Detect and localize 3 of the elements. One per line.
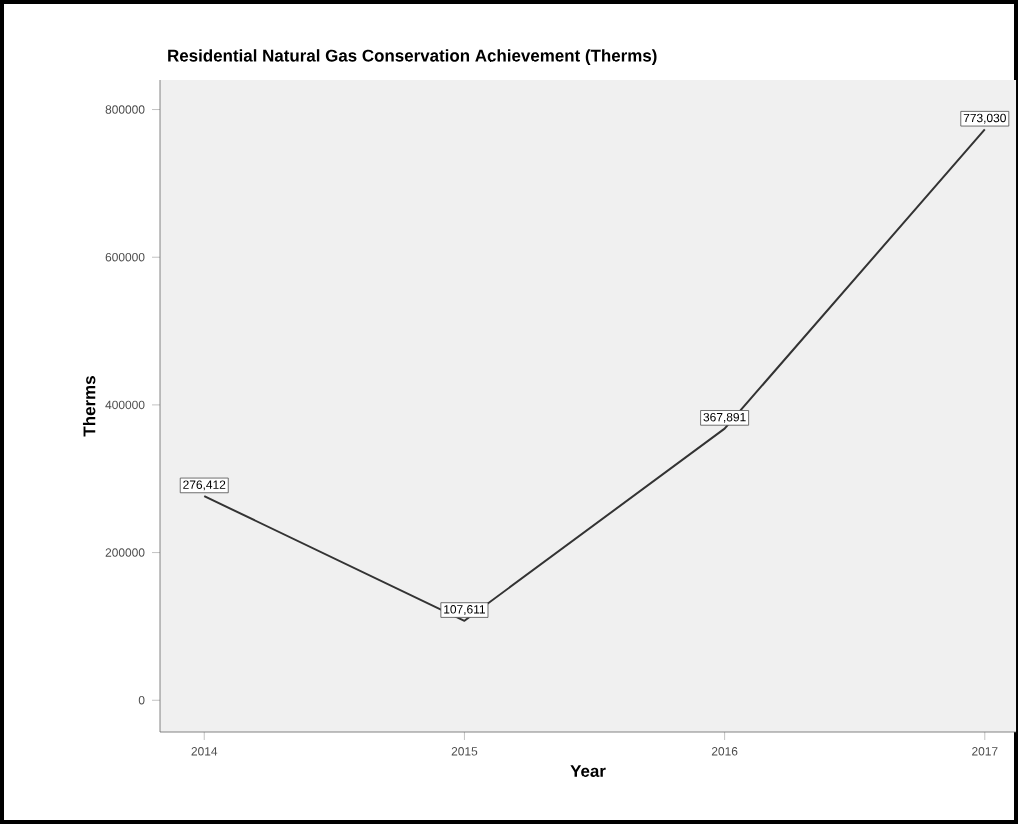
y-axis-title: Therms	[82, 376, 96, 437]
x-axis-title: Year	[570, 765, 606, 777]
chart-title: Residential Natural Gas Conservation Achievement (Therms)	[168, 49, 657, 65]
